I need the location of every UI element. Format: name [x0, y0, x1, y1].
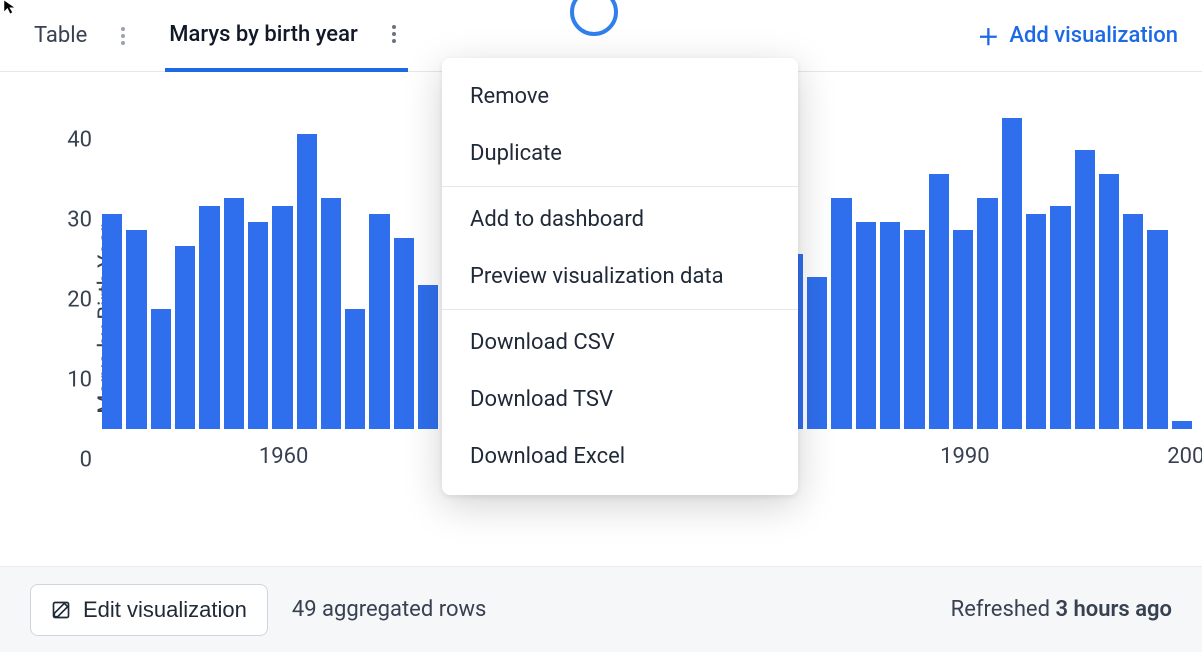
chart-y-tick: 20 [56, 288, 92, 313]
chart-bar [1002, 118, 1022, 429]
chart-y-tick: 10 [56, 368, 92, 393]
kebab-icon [120, 27, 126, 45]
chart-bar [929, 174, 949, 429]
edit-visualization-button[interactable]: Edit visualization [30, 584, 268, 636]
kebab-icon [391, 25, 397, 43]
chart-bar [272, 206, 292, 429]
chart-bar [175, 246, 195, 429]
tab-visualization-label: Marys by birth year [165, 22, 361, 47]
chart-bar [1050, 206, 1070, 429]
chart-bar [394, 238, 414, 429]
tab-visualization[interactable]: Marys by birth year [165, 1, 407, 68]
chart-bar [880, 222, 900, 429]
edit-visualization-label: Edit visualization [83, 597, 247, 623]
refreshed-value: 3 hours ago [1055, 597, 1172, 622]
chart-y-tick: 0 [56, 448, 92, 473]
chart-bar [102, 214, 122, 429]
chart-bar [1075, 150, 1095, 429]
chart-bar [321, 198, 341, 429]
add-visualization-label: Add visualization [1009, 23, 1178, 48]
chart-bar [1026, 214, 1046, 429]
add-visualization-button[interactable]: ＋ Add visualization [977, 20, 1178, 52]
chart-bar [199, 206, 219, 429]
chart-bar [856, 222, 876, 429]
chart-x-tick: 1990 [940, 444, 989, 469]
menu-item[interactable]: Add to dashboard [442, 191, 798, 248]
aggregated-rows-text: 49 aggregated rows [292, 597, 487, 622]
chart-bar [1123, 214, 1143, 429]
refreshed-text: Refreshed 3 hours ago [951, 597, 1172, 622]
plus-icon: ＋ [977, 20, 999, 52]
tab-table-label: Table [30, 23, 91, 48]
chart-bar [297, 134, 317, 429]
chart-bar [953, 230, 973, 429]
chart-bar [1172, 421, 1192, 429]
chart-bar [977, 198, 997, 429]
chart-x-tick: 1960 [259, 444, 308, 469]
chart-x-tick: 2000 [1167, 444, 1202, 469]
visualization-context-menu: RemoveDuplicate Add to dashboardPreview v… [442, 58, 798, 495]
menu-item[interactable]: Download TSV [442, 371, 798, 428]
menu-item[interactable]: Download CSV [442, 314, 798, 371]
chart-bar [831, 198, 851, 429]
chart-bar [904, 230, 924, 429]
menu-item[interactable]: Remove [442, 68, 798, 125]
chart-bar [369, 214, 389, 429]
chart-bar [1099, 174, 1119, 429]
menu-item[interactable]: Download Excel [442, 428, 798, 485]
chart-y-tick: 40 [56, 128, 92, 153]
chart-bar [1147, 230, 1167, 429]
tab-visualization-menu-button[interactable] [380, 20, 408, 48]
chart-bar [807, 277, 827, 429]
cursor-icon [2, 0, 20, 16]
menu-item[interactable]: Duplicate [442, 125, 798, 182]
chart-bar [418, 285, 438, 429]
chart-bar [345, 309, 365, 429]
menu-separator [442, 309, 798, 310]
tab-table[interactable]: Table [30, 0, 137, 71]
chart-bar [151, 309, 171, 429]
menu-separator [442, 186, 798, 187]
chart-bar [224, 198, 244, 429]
refreshed-prefix: Refreshed [951, 597, 1056, 622]
chart-bar [126, 230, 146, 429]
chart-y-tick: 30 [56, 208, 92, 233]
chart-bar [248, 222, 268, 429]
tab-table-menu-button[interactable] [109, 22, 137, 50]
footer-bar: Edit visualization 49 aggregated rows Re… [0, 566, 1202, 652]
edit-icon [51, 600, 71, 620]
menu-item[interactable]: Preview visualization data [442, 248, 798, 305]
